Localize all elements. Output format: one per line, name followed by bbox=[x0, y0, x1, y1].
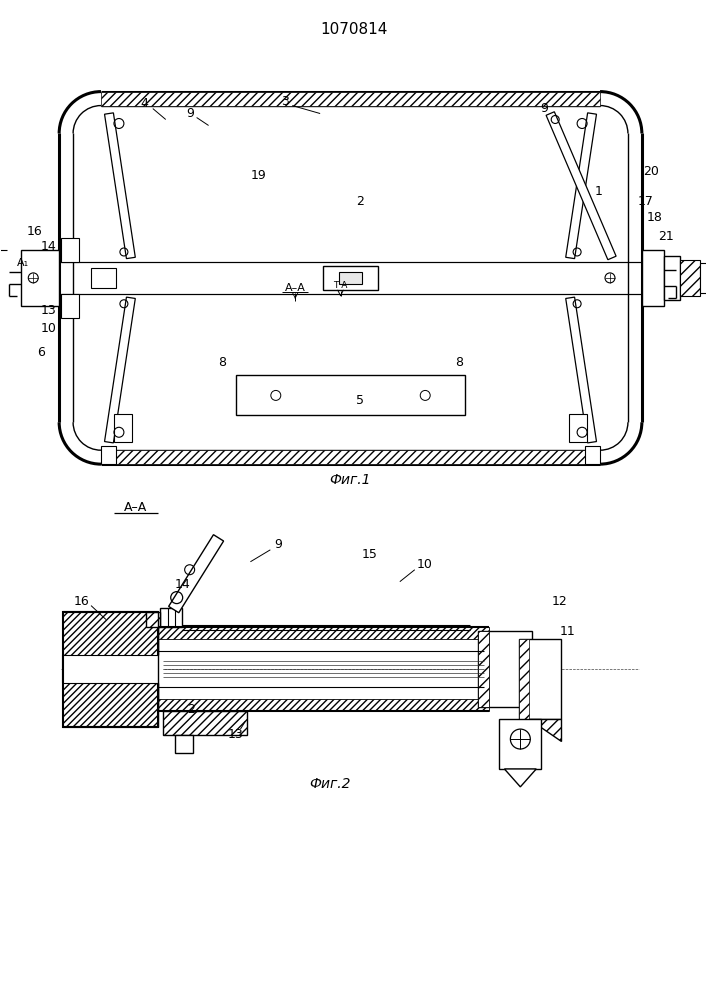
Text: 8: 8 bbox=[455, 356, 464, 369]
Text: 21: 21 bbox=[658, 230, 674, 243]
Text: 20: 20 bbox=[643, 165, 659, 178]
Bar bbox=[339, 272, 363, 284]
Polygon shape bbox=[566, 297, 597, 443]
Text: T A: T A bbox=[334, 281, 348, 290]
Text: 1070814: 1070814 bbox=[320, 22, 387, 37]
Text: 1: 1 bbox=[595, 185, 603, 198]
Bar bbox=[59, 262, 642, 294]
Text: 9: 9 bbox=[274, 538, 282, 551]
Text: 13: 13 bbox=[228, 728, 243, 741]
Bar bbox=[158, 699, 489, 711]
Text: А–А: А–А bbox=[285, 283, 305, 293]
Polygon shape bbox=[566, 113, 597, 259]
Bar bbox=[146, 612, 160, 627]
Polygon shape bbox=[105, 297, 135, 443]
Bar bbox=[114, 414, 132, 442]
Bar bbox=[61, 294, 79, 318]
Text: 9: 9 bbox=[187, 107, 194, 120]
Bar bbox=[520, 639, 561, 719]
Text: 9: 9 bbox=[540, 102, 548, 115]
Text: 16: 16 bbox=[26, 225, 42, 238]
Text: А–А: А–А bbox=[124, 501, 148, 514]
Text: A₁: A₁ bbox=[17, 258, 30, 268]
Bar bbox=[175, 735, 192, 753]
Text: 15: 15 bbox=[362, 548, 378, 561]
Bar bbox=[61, 238, 79, 262]
Polygon shape bbox=[546, 112, 616, 260]
Bar bbox=[700, 263, 707, 293]
Bar bbox=[21, 250, 59, 306]
Text: 13: 13 bbox=[40, 304, 56, 317]
Text: 2: 2 bbox=[356, 195, 364, 208]
Text: 11: 11 bbox=[559, 625, 575, 638]
Circle shape bbox=[271, 390, 281, 400]
Bar bbox=[116, 450, 585, 464]
Circle shape bbox=[420, 390, 430, 400]
Text: Фиг.1: Фиг.1 bbox=[329, 473, 370, 487]
Text: 6: 6 bbox=[37, 346, 45, 359]
Text: 12: 12 bbox=[551, 595, 567, 608]
Text: 14: 14 bbox=[175, 578, 191, 591]
Bar bbox=[101, 446, 116, 464]
Bar bbox=[477, 631, 532, 707]
Text: 18: 18 bbox=[647, 211, 662, 224]
Bar bbox=[679, 260, 700, 296]
Bar bbox=[236, 375, 465, 415]
Bar bbox=[63, 655, 163, 683]
Bar bbox=[163, 711, 247, 735]
Bar bbox=[91, 268, 116, 288]
Bar bbox=[520, 639, 530, 719]
Polygon shape bbox=[105, 113, 135, 259]
Bar bbox=[160, 608, 182, 627]
Bar bbox=[63, 612, 158, 727]
Text: 14: 14 bbox=[40, 240, 56, 253]
Text: 5: 5 bbox=[356, 394, 364, 407]
Text: 8: 8 bbox=[218, 356, 226, 369]
Bar bbox=[477, 631, 489, 707]
Bar bbox=[322, 266, 378, 290]
Text: 2: 2 bbox=[187, 703, 194, 716]
Bar bbox=[569, 414, 587, 442]
Bar bbox=[158, 627, 489, 639]
Text: Фиг.2: Фиг.2 bbox=[310, 777, 351, 791]
Text: 4: 4 bbox=[140, 97, 148, 110]
Text: 3: 3 bbox=[281, 95, 289, 108]
Bar bbox=[664, 256, 679, 300]
Polygon shape bbox=[504, 769, 537, 787]
Bar bbox=[642, 250, 664, 306]
Bar bbox=[499, 719, 542, 769]
Polygon shape bbox=[530, 719, 561, 741]
Polygon shape bbox=[169, 535, 223, 613]
Bar bbox=[101, 92, 600, 106]
Text: 10: 10 bbox=[40, 322, 56, 335]
Text: 17: 17 bbox=[638, 195, 654, 208]
Bar bbox=[585, 446, 600, 464]
Text: 19: 19 bbox=[250, 169, 267, 182]
Text: 16: 16 bbox=[74, 595, 89, 608]
Text: 10: 10 bbox=[417, 558, 433, 571]
